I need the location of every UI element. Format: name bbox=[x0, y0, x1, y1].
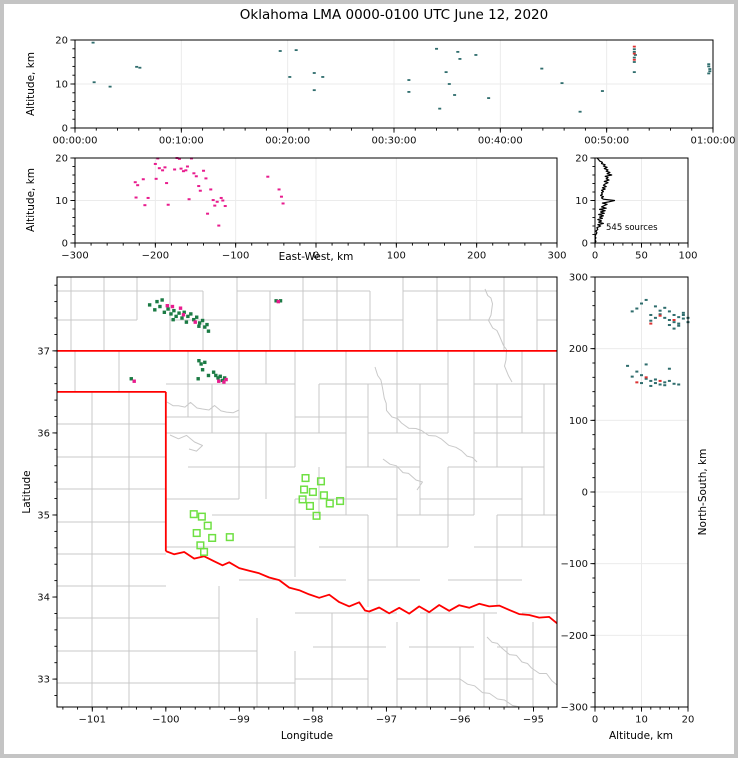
ew-panel-xlabel: East-West, km bbox=[278, 251, 354, 263]
time_height-series-vhf-sources-teal bbox=[91, 41, 712, 113]
hist-sources-annotation: 545 sources bbox=[606, 223, 658, 233]
alt_histogram-xticklabel: 50 bbox=[635, 251, 648, 262]
alt_histogram-yticklabel: 20 bbox=[575, 154, 588, 165]
map-series-vhf-sources-green bbox=[129, 298, 283, 383]
map-xticklabel: −98 bbox=[302, 715, 323, 726]
time_height-series-vhf-sources-red bbox=[632, 45, 636, 61]
altitude-histogram-line bbox=[594, 157, 616, 244]
map-yticklabel: 36 bbox=[37, 428, 50, 439]
ns_height-series-vhf-sources-teal bbox=[626, 298, 690, 387]
time-height-panel: 00:00:00 00:10:00 00:20:00 00:30:00 00:40:00… bbox=[53, 36, 736, 147]
ew-height-panel: −300 −200 −100 0 100 200 300 0 10 20 bbox=[55, 154, 566, 262]
ew_height-xticklabel: 0 bbox=[313, 251, 319, 262]
time_height-xticklabel: 00:50:00 bbox=[584, 136, 629, 147]
ew_height-xticklabel: 100 bbox=[387, 251, 406, 262]
map-xlabel: Longitude bbox=[280, 730, 334, 742]
ns_height-series-vhf-sources-red bbox=[635, 314, 676, 384]
map-yticklabel: 34 bbox=[37, 593, 50, 604]
map-xticklabel: −95 bbox=[523, 715, 544, 726]
ns-height-panel: 0 10 20 300 200 100 0 −100 −200 −300 bbox=[561, 273, 695, 726]
ns-panel-xlabel: Altitude, km bbox=[608, 730, 674, 742]
map-xticklabel: −96 bbox=[449, 715, 470, 726]
map-yticklabel: 33 bbox=[37, 675, 50, 686]
alt_histogram-xticklabel: 100 bbox=[678, 251, 697, 262]
ew_height-axes: −300 −200 −100 0 100 200 300 0 10 20 bbox=[55, 154, 566, 262]
ns_height-yticklabel: 300 bbox=[569, 273, 588, 284]
ew_height-yticklabel: 20 bbox=[55, 154, 68, 165]
altitude-histogram-panel: 0 50 100 0 10 20 bbox=[575, 154, 697, 262]
ns_height-yticklabel: −100 bbox=[561, 559, 588, 570]
ew_height-yticklabel: 0 bbox=[62, 239, 68, 250]
time_height-axes: 00:00:00 00:10:00 00:20:00 00:30:00 00:40:00… bbox=[53, 36, 736, 147]
ew_height-yticklabel: 10 bbox=[55, 196, 68, 207]
time_height-xticklabel: 00:20:00 bbox=[265, 136, 310, 147]
ew_height-xticklabel: −200 bbox=[142, 251, 169, 262]
map-series-vhf-sources-magenta bbox=[132, 299, 281, 384]
ns_height-yticklabel: −200 bbox=[561, 631, 588, 642]
map-xticklabel: −97 bbox=[376, 715, 397, 726]
time_height-xticklabel: 00:00:00 bbox=[53, 136, 98, 147]
time_height-xticklabel: 01:00:00 bbox=[691, 136, 736, 147]
ns_height-xticklabel: 20 bbox=[682, 715, 695, 726]
map-yticklabel: 37 bbox=[37, 346, 50, 357]
ns_height-yticklabel: 100 bbox=[569, 416, 588, 427]
ew_height-gridlines bbox=[75, 158, 557, 243]
time_height-yticklabel: 20 bbox=[55, 36, 68, 47]
map-yticklabel: 35 bbox=[37, 510, 50, 521]
ew_height-xticklabel: 300 bbox=[547, 251, 566, 262]
ns_height-axes: 0 10 20 300 200 100 0 −100 −200 −300 bbox=[561, 273, 695, 726]
map-xticklabel: −99 bbox=[229, 715, 250, 726]
ew_height-xticklabel: −100 bbox=[222, 251, 249, 262]
time_height-gridlines bbox=[75, 40, 713, 128]
time_height-yticklabel: 10 bbox=[55, 80, 68, 91]
map-county-lines bbox=[57, 277, 557, 707]
alt_histogram-axes: 0 50 100 0 10 20 bbox=[575, 154, 697, 262]
map-ylabel: Latitude bbox=[21, 470, 33, 514]
ns-panel-ylabel: North-South, km bbox=[697, 448, 709, 536]
time_height-yticklabel: 0 bbox=[62, 124, 68, 135]
map-panel: −101 −100 −99 −98 −97 −96 −95 33 34 35 36 37 bbox=[37, 276, 558, 726]
oklahoma-state-boundary bbox=[57, 349, 558, 624]
time-panel-ylabel: Altitude, km bbox=[25, 51, 37, 117]
ns_height-xticklabel: 10 bbox=[635, 715, 648, 726]
alt_histogram-xticklabel: 0 bbox=[592, 251, 598, 262]
ns_height-gridlines bbox=[595, 277, 688, 707]
figure-title: Oklahoma LMA 0000-0100 UTC June 12, 2020 bbox=[239, 7, 549, 23]
ew_height-xticklabel: −300 bbox=[61, 251, 88, 262]
ew-panel-ylabel: Altitude, km bbox=[25, 167, 37, 233]
alt_histogram-yticklabel: 10 bbox=[575, 196, 588, 207]
ns_height-yticklabel: 0 bbox=[582, 488, 588, 499]
alt_histogram-yticklabel: 0 bbox=[582, 239, 588, 250]
map-axes: −101 −100 −99 −98 −97 −96 −95 33 34 35 36 37 bbox=[37, 276, 558, 726]
map-series-lma-stations bbox=[189, 473, 345, 556]
ew_height-xticklabel: 200 bbox=[467, 251, 486, 262]
map-river-lines bbox=[166, 288, 558, 708]
time_height-xticklabel: 00:40:00 bbox=[478, 136, 523, 147]
map-xticklabel: −100 bbox=[152, 715, 179, 726]
map-xticklabel: −101 bbox=[79, 715, 106, 726]
time_height-xticklabel: 00:30:00 bbox=[372, 136, 417, 147]
ns_height-yticklabel: 200 bbox=[569, 344, 588, 355]
ns_height-xticklabel: 0 bbox=[592, 715, 598, 726]
time_height-xticklabel: 00:10:00 bbox=[159, 136, 204, 147]
ns_height-yticklabel: −300 bbox=[561, 703, 588, 714]
